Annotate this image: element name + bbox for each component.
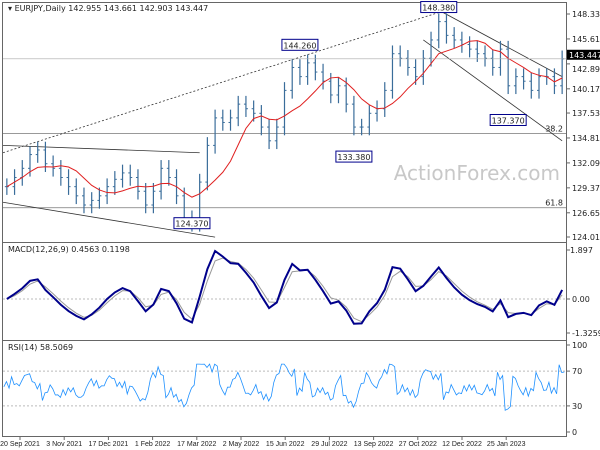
last-price-box: [567, 49, 600, 60]
rsi-title: RSI(14) 58.5069: [8, 343, 73, 352]
rsi-line: [3, 363, 565, 411]
x-tick-label: 2 May 2022: [223, 441, 260, 448]
channel-upper-line: [430, 5, 563, 77]
y-tick-label: 124.010: [572, 233, 600, 242]
x-tick-label: 3 Nov 2021: [46, 441, 82, 448]
macd-line: [6, 249, 564, 325]
x-tick-label: 1 Feb 2022: [135, 441, 171, 448]
x-tick-label: 12 Dec 2022: [442, 441, 482, 448]
y-tick-label: 126.650: [572, 209, 600, 218]
macd-tick-label: -1.3259: [572, 329, 600, 338]
x-tick-label: 17 Dec 2021: [89, 441, 129, 448]
x-tick-label: 25 Jan 2023: [487, 441, 526, 448]
price-annotation: 148.380: [422, 4, 455, 13]
price-annotation-box: [335, 150, 373, 163]
rsi-tick-label: 70: [572, 367, 582, 376]
y-tick-label: 142.890: [572, 65, 600, 74]
x-tick-label: 17 Mar 2022: [177, 441, 216, 448]
x-tick-label: 15 Jun 2022: [266, 441, 305, 448]
macd-max-label: 1.897: [570, 246, 593, 255]
y-tick-label: 134.810: [572, 134, 600, 143]
channel-lower-line: [423, 39, 563, 142]
price-annotation-box: [420, 1, 458, 14]
y-tick-label: 137.530: [572, 109, 600, 118]
price-annotation: 133.380: [337, 153, 370, 162]
macd-title: MACD(12,26,9) 0.4563 0.1198: [8, 245, 130, 254]
moving-average-line: [6, 40, 563, 198]
x-tick-label: 27 Oct 2022: [399, 441, 437, 448]
price-annotation: 144.260: [283, 41, 316, 50]
x-tick-label: 13 Sep 2022: [354, 441, 394, 448]
triangle-upper-line: [2, 144, 200, 154]
fib-label: 61.8: [545, 199, 563, 208]
price-annotation-box: [489, 113, 527, 126]
macd-signal-line: [6, 257, 563, 323]
price-annotation-box: [173, 217, 211, 230]
y-tick-label: 132.090: [572, 159, 600, 168]
y-tick-label: 148.330: [572, 10, 600, 19]
last-price-label: 143.447: [569, 51, 600, 60]
x-tick-label: 20 Sep 2021: [0, 441, 40, 448]
y-tick-label: 145.610: [572, 35, 600, 44]
fib-label: 38.2: [545, 124, 563, 133]
y-tick-label: 129.370: [572, 184, 600, 193]
trend-line-dotted: [2, 12, 439, 154]
rsi-tick-label: 100: [572, 341, 587, 350]
y-tick-label: 140.170: [572, 85, 600, 94]
price-annotation-box: [281, 38, 319, 51]
triangle-lower-line: [2, 201, 216, 238]
price-annotation: 124.370: [175, 220, 208, 229]
rsi-tick-label: 0: [572, 428, 577, 437]
price-annotation: 137.370: [492, 116, 525, 125]
watermark: ActionForex.com: [394, 161, 560, 185]
plot-frame: [2, 2, 567, 437]
x-tick-label: 29 Jul 2022: [311, 441, 347, 448]
rsi-tick-label: 30: [572, 402, 582, 411]
chart-header: ▾ EURJPY,Daily 142.955 143.661 142.903 1…: [8, 4, 208, 13]
macd-tick-label: 0.00: [572, 295, 590, 304]
